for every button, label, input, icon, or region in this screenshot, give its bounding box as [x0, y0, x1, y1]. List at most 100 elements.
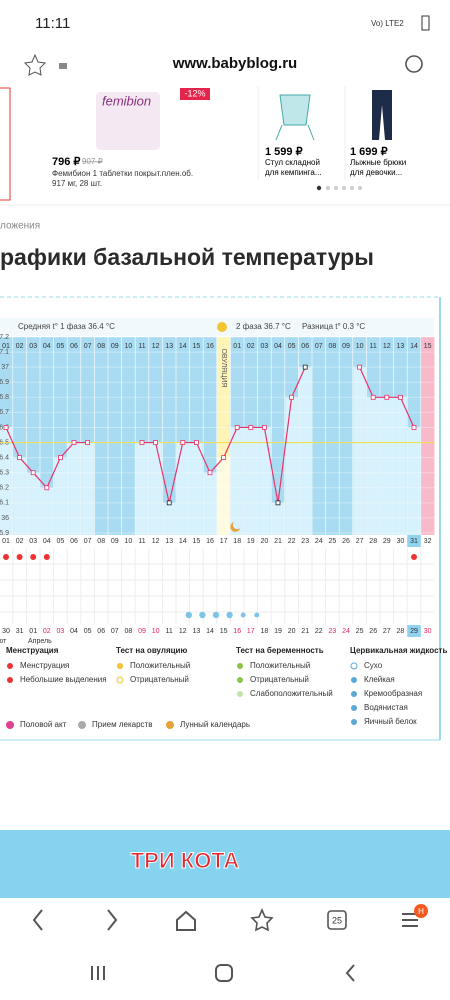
legend-icon	[6, 721, 14, 729]
date: 01	[29, 628, 37, 635]
y-tick-label: 36.3	[0, 470, 9, 477]
legend-item: Водянистая	[364, 703, 408, 712]
legend-item: Отрицательный	[250, 675, 309, 684]
cycle-day: 15	[193, 538, 201, 545]
day-column	[420, 337, 435, 535]
ad-title: для девочки...	[350, 168, 402, 177]
banner[interactable]	[0, 830, 450, 900]
legend-icon	[7, 677, 13, 683]
temperature-point	[275, 500, 281, 506]
menstruation-icon	[3, 554, 9, 560]
phase-day: 06	[301, 343, 309, 350]
system-home[interactable]	[215, 964, 233, 982]
legend: Менструация Менструация Небольшие выделени…	[6, 646, 447, 729]
date: 23	[329, 628, 337, 635]
reload[interactable]	[405, 55, 423, 73]
browser-toolbar	[0, 898, 450, 946]
cycle-day: 20	[261, 538, 269, 545]
y-tick-label: 37.2	[0, 334, 9, 341]
legend-item: Половой акт	[20, 720, 67, 729]
legend-item: Кремообразная	[364, 689, 422, 698]
ad-card[interactable]	[0, 87, 11, 201]
legend-icon	[237, 663, 243, 669]
cycle-day: 11	[138, 538, 145, 545]
phase-day: 04	[274, 343, 282, 350]
recent-apps[interactable]	[91, 966, 105, 980]
date: 18	[261, 628, 269, 635]
date: 28	[397, 628, 405, 635]
legend-icon	[237, 677, 243, 683]
day-bar	[135, 442, 149, 535]
tabs[interactable]	[327, 910, 347, 930]
legend-item: Положительный	[130, 661, 190, 670]
legend-icon	[351, 705, 357, 711]
ad-title: Фемибион 1 таблетки покрыт.плен.об.	[52, 169, 193, 178]
cycle-day: 24	[315, 538, 323, 545]
bookmarks[interactable]	[250, 907, 274, 932]
month-label: Апрель	[28, 638, 52, 645]
phase2-average: 2 фаза 36.7 °C	[236, 322, 291, 331]
cycle-day: 32	[424, 538, 432, 545]
ad-title: для кемпинга...	[265, 168, 322, 177]
menstruation-icon	[43, 554, 50, 560]
phase-day: 08	[329, 343, 337, 350]
day-bar	[149, 442, 162, 535]
temperature-point	[139, 440, 145, 445]
difference: Разница t° 0.3 °C	[302, 322, 365, 331]
cycle-day: 08	[97, 538, 105, 545]
date: 25	[356, 628, 364, 635]
tabs-count: 25	[332, 915, 342, 925]
y-tick-label: 36.4	[0, 454, 9, 461]
phase-day: 12	[383, 343, 391, 350]
egg-white-icon	[199, 611, 206, 619]
y-tick-label: 36.1	[0, 500, 9, 507]
menstruation-icon	[16, 554, 23, 560]
date: 19	[274, 628, 282, 635]
phase-day: 15	[193, 343, 201, 350]
temperature-point	[221, 455, 227, 461]
cycle-day: 26	[342, 538, 350, 545]
ad-image[interactable]	[372, 90, 392, 140]
back[interactable]	[32, 909, 43, 931]
bookmark-star[interactable]	[23, 53, 47, 76]
temperature-point	[166, 500, 172, 506]
forward[interactable]	[107, 909, 118, 931]
temperature-point	[3, 425, 9, 430]
ad-brand: femibion	[102, 93, 151, 108]
temperature-point	[44, 485, 50, 491]
date: 14	[206, 628, 214, 635]
phase-day: 09	[342, 343, 350, 350]
legend-icon	[117, 663, 123, 669]
date: 11	[166, 628, 173, 635]
bbt-chart: 37.237.13736.936.836.736.636.536.436.336…	[0, 334, 435, 645]
system-back[interactable]	[345, 964, 355, 982]
temperature-point	[248, 425, 254, 430]
breadcrumb[interactable]: ложения	[0, 221, 40, 232]
discount-badge	[180, 88, 210, 100]
home[interactable]	[176, 910, 196, 931]
date: 24	[342, 628, 350, 635]
day-bar	[54, 457, 67, 535]
cycle-day: 31	[410, 538, 418, 545]
y-tick-label: 36.9	[0, 379, 9, 386]
ad-image[interactable]	[96, 92, 160, 150]
date: 10	[152, 628, 160, 635]
date: 17	[247, 628, 255, 635]
temperature-point	[397, 394, 403, 400]
legend-group-title: Тест на беременность	[236, 646, 324, 655]
legend-icon	[78, 721, 86, 729]
legend-group-title: Менструация	[6, 646, 59, 655]
temperature-point	[58, 455, 63, 461]
banner-title: ТРИ КОТА	[131, 848, 240, 873]
day-bar	[190, 442, 203, 535]
cycle-day: 23	[301, 538, 309, 545]
temperature-point	[153, 440, 159, 445]
day-bar	[244, 427, 258, 535]
url[interactable]: www.babyblog.ru	[172, 55, 297, 72]
cycle-day: 02	[16, 538, 24, 545]
legend-group-title: Тест на овуляцию	[116, 646, 187, 655]
ad-image[interactable]	[275, 94, 315, 141]
cycle-day: 03	[29, 538, 37, 545]
cycle-day: 25	[329, 538, 337, 545]
